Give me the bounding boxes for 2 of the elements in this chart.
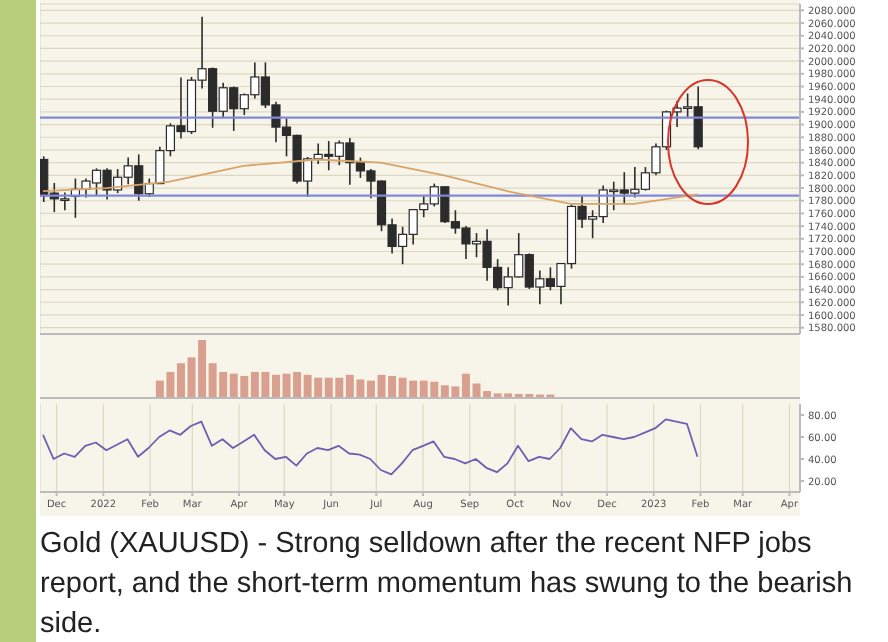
line-series — [42, 418, 699, 476]
text: Gold (XAUUSD) - Strong selldown after the recent NFP jobs report, and the short-term momentum has swung to the bearish side. — [40, 526, 855, 642]
